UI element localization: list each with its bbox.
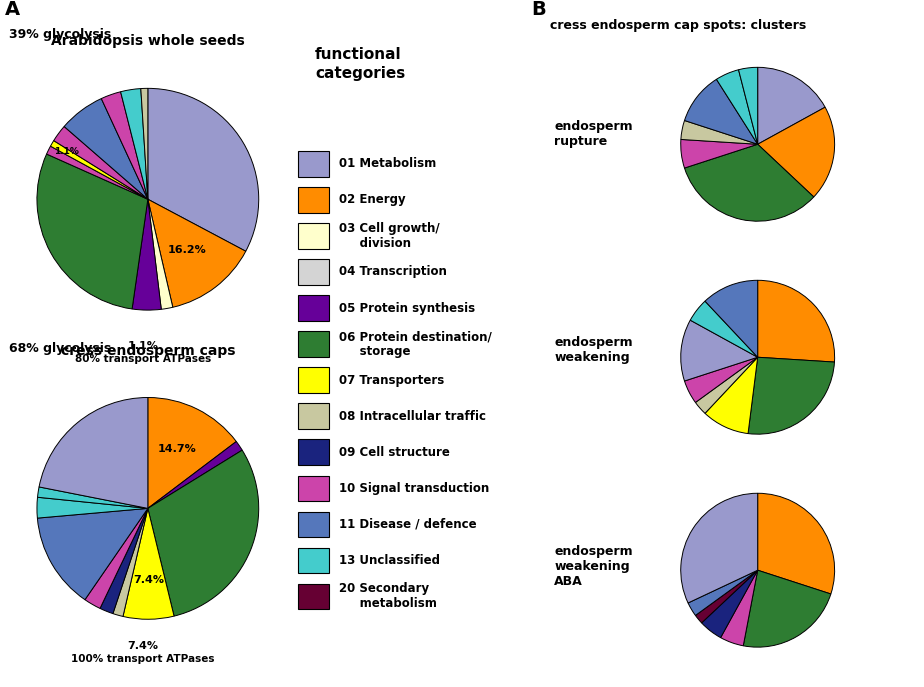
Text: endosperm
weakening: endosperm weakening — [554, 337, 633, 364]
Text: B: B — [531, 0, 546, 19]
Wedge shape — [54, 126, 148, 199]
Text: functional
categories: functional categories — [315, 47, 405, 80]
Wedge shape — [113, 508, 148, 616]
Text: 7.4%: 7.4% — [128, 641, 159, 651]
Wedge shape — [758, 67, 825, 144]
Wedge shape — [102, 92, 148, 199]
Text: endosperm
rupture: endosperm rupture — [554, 120, 633, 148]
Bar — [298, 260, 329, 284]
Wedge shape — [681, 120, 758, 144]
Wedge shape — [121, 89, 148, 199]
Bar — [298, 403, 329, 429]
Wedge shape — [688, 570, 758, 616]
Text: 13 Unclassified: 13 Unclassified — [339, 554, 440, 567]
Text: endosperm
weakening
ABA: endosperm weakening ABA — [554, 545, 633, 588]
Wedge shape — [37, 154, 148, 309]
Wedge shape — [721, 570, 758, 646]
Text: 14.7%: 14.7% — [158, 444, 197, 454]
Wedge shape — [685, 144, 814, 221]
Wedge shape — [685, 79, 758, 144]
Wedge shape — [37, 508, 148, 600]
Wedge shape — [758, 493, 834, 594]
Wedge shape — [39, 398, 148, 508]
Text: 80% transport ATPases: 80% transport ATPases — [75, 354, 212, 364]
Wedge shape — [716, 70, 758, 144]
Bar — [298, 223, 329, 249]
Text: 09 Cell structure: 09 Cell structure — [339, 446, 450, 459]
Text: 20 Secondary
     metabolism: 20 Secondary metabolism — [339, 583, 437, 610]
Wedge shape — [738, 67, 758, 144]
Wedge shape — [148, 199, 173, 309]
Wedge shape — [132, 199, 162, 310]
Text: 04 Transcription: 04 Transcription — [339, 265, 447, 278]
Title: Arabidopsis whole seeds: Arabidopsis whole seeds — [51, 34, 245, 48]
Wedge shape — [748, 357, 834, 434]
Text: 11 Disease / defence: 11 Disease / defence — [339, 518, 477, 530]
Wedge shape — [696, 357, 758, 414]
Wedge shape — [758, 107, 834, 197]
Bar — [298, 368, 329, 393]
Text: A: A — [5, 0, 19, 19]
Wedge shape — [681, 139, 758, 168]
Text: 07 Transporters: 07 Transporters — [339, 374, 444, 387]
Wedge shape — [681, 493, 758, 603]
Bar — [298, 440, 329, 465]
Wedge shape — [681, 320, 758, 381]
Wedge shape — [46, 146, 148, 199]
Text: 7.4%: 7.4% — [133, 576, 164, 585]
Text: 03 Cell growth/
     division: 03 Cell growth/ division — [339, 222, 440, 250]
Text: 01 Metabolism: 01 Metabolism — [339, 157, 436, 170]
Wedge shape — [37, 497, 148, 518]
Wedge shape — [705, 357, 758, 433]
Wedge shape — [38, 487, 148, 508]
Text: 02 Energy: 02 Energy — [339, 194, 406, 207]
Bar — [298, 188, 329, 212]
Bar — [298, 548, 329, 573]
Text: 05 Protein synthesis: 05 Protein synthesis — [339, 302, 475, 315]
Text: 68% glycolysis: 68% glycolysis — [9, 341, 112, 354]
Wedge shape — [51, 141, 148, 199]
Wedge shape — [690, 301, 758, 357]
Wedge shape — [743, 570, 831, 647]
Bar — [298, 583, 329, 609]
Wedge shape — [685, 357, 758, 403]
Title: cress endosperm caps: cress endosperm caps — [61, 344, 235, 357]
Wedge shape — [148, 398, 237, 508]
Text: 10 Signal transduction: 10 Signal transduction — [339, 482, 489, 495]
Wedge shape — [64, 98, 148, 199]
Wedge shape — [123, 508, 174, 619]
Text: 100% transport ATPases: 100% transport ATPases — [71, 654, 215, 664]
Text: 06 Protein destination/
     storage: 06 Protein destination/ storage — [339, 330, 492, 358]
Text: 1.1%: 1.1% — [54, 147, 79, 156]
Wedge shape — [148, 450, 259, 616]
Text: 39% glycolysis: 39% glycolysis — [9, 27, 112, 41]
Wedge shape — [140, 89, 148, 199]
Wedge shape — [696, 570, 758, 623]
Wedge shape — [148, 442, 242, 508]
Text: 1.1%: 1.1% — [128, 341, 159, 351]
Wedge shape — [148, 89, 259, 251]
Wedge shape — [148, 199, 246, 307]
Text: 08 Intracellular traffic: 08 Intracellular traffic — [339, 409, 486, 423]
Bar — [298, 151, 329, 177]
Wedge shape — [705, 280, 758, 357]
Wedge shape — [758, 280, 834, 362]
Text: 16.2%: 16.2% — [167, 245, 206, 256]
Text: cress endosperm cap spots: clusters: cress endosperm cap spots: clusters — [550, 19, 806, 32]
Wedge shape — [85, 508, 148, 609]
Wedge shape — [701, 570, 758, 638]
Bar — [298, 512, 329, 537]
Bar — [298, 331, 329, 357]
Bar — [298, 295, 329, 321]
Wedge shape — [100, 508, 148, 613]
Bar — [298, 475, 329, 501]
